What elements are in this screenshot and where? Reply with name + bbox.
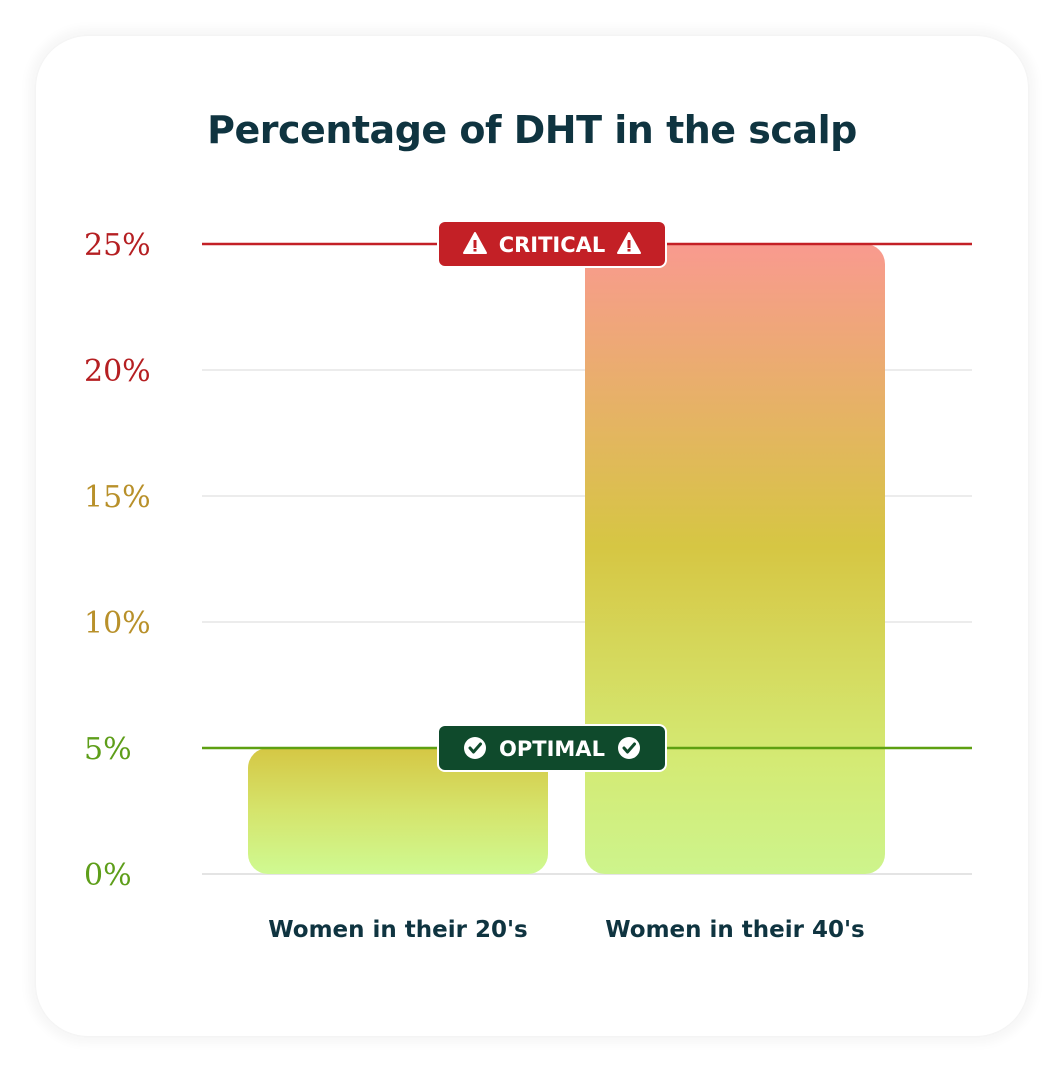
x-axis-category-labels: Women in their 20's Women in their 40's [268,917,865,943]
y-tick-label: 15% [84,480,151,515]
reference-label: OPTIMAL [499,737,605,761]
y-axis-tick-labels: 0% 5% 10% 15% 20% 25% [84,228,151,893]
reference-lines: CRITICAL OPTIMAL [202,220,972,772]
bar [585,244,885,874]
y-tick-label: 25% [84,228,151,263]
y-tick-label: 0% [84,858,132,893]
reference-label: CRITICAL [499,233,606,257]
y-tick-label: 5% [84,732,132,767]
check-circle-icon [618,737,640,759]
warning-icon [617,232,641,254]
warning-icon [463,232,487,254]
bars [248,244,885,874]
x-category-label: Women in their 20's [268,917,528,943]
x-category-label: Women in their 40's [605,917,865,943]
chart-title: Percentage of DHT in the scalp [207,108,857,152]
reference-badge: CRITICAL [437,220,667,268]
bar [248,748,548,874]
y-tick-label: 10% [84,606,151,641]
reference-badge: OPTIMAL [437,724,667,772]
y-tick-label: 20% [84,354,151,389]
badge-background [439,222,665,266]
badge-background [439,726,665,770]
check-circle-icon [464,737,486,759]
